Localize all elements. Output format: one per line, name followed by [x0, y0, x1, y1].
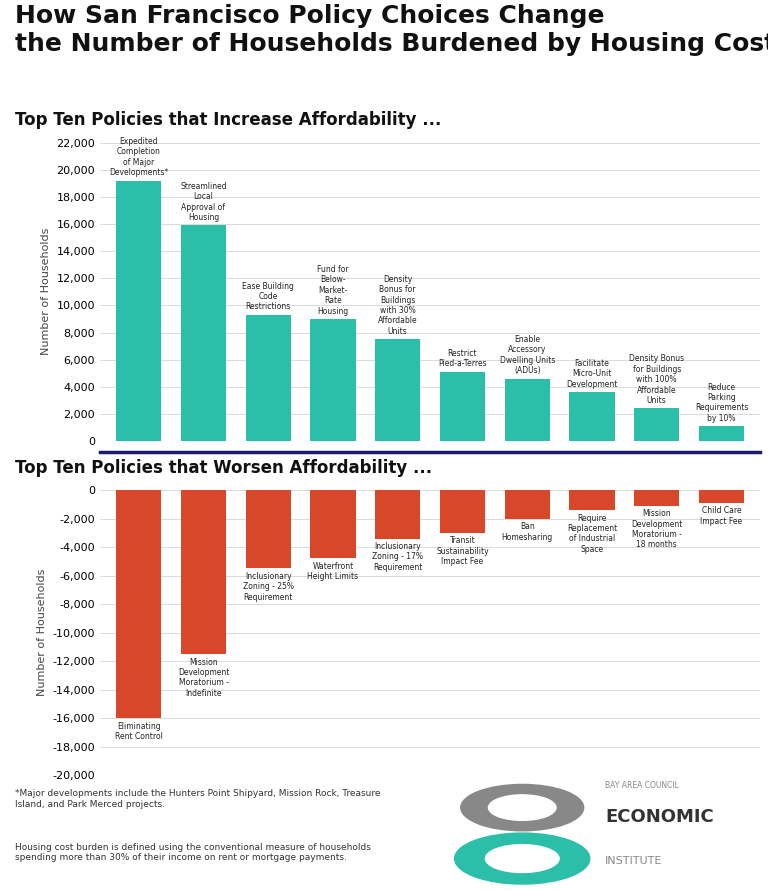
Text: How San Francisco Policy Choices Change
the Number of Households Burdened by Hou: How San Francisco Policy Choices Change … [15, 4, 768, 56]
Text: Facilitate
Micro-Unit
Development: Facilitate Micro-Unit Development [566, 359, 617, 388]
Bar [246, 490, 291, 568]
Bar [699, 490, 744, 503]
Text: Mission
Development
Moratorium -
Indefinite: Mission Development Moratorium - Indefin… [177, 658, 229, 698]
Text: Enable
Accessory
Dwelling Units
(ADUs): Enable Accessory Dwelling Units (ADUs) [499, 335, 555, 375]
Text: Child Care
Impact Fee: Child Care Impact Fee [700, 506, 743, 526]
Text: *Major developments include the Hunters Point Shipyard, Mission Rock, Treasure
I: *Major developments include the Hunters … [15, 789, 381, 809]
Circle shape [485, 845, 559, 872]
Text: Housing cost burden is defined using the conventional measure of households
spen: Housing cost burden is defined using the… [15, 843, 371, 862]
Bar [440, 372, 485, 441]
Bar [180, 490, 226, 654]
Circle shape [488, 795, 556, 821]
Circle shape [455, 833, 590, 884]
Text: Waterfront
Height Limits: Waterfront Height Limits [307, 562, 359, 582]
Bar [634, 408, 680, 441]
Bar [569, 392, 614, 441]
Text: Reduce
Parking
Requirements
by 10%: Reduce Parking Requirements by 10% [695, 382, 748, 422]
Text: Expedited
Completion
of Major
Developments*: Expedited Completion of Major Developmen… [109, 137, 168, 177]
Bar [310, 319, 356, 441]
Circle shape [461, 784, 584, 830]
Text: Ban
Homesharing: Ban Homesharing [502, 522, 553, 542]
Text: Fund for
Below-
Market-
Rate
Housing: Fund for Below- Market- Rate Housing [317, 265, 349, 315]
Text: Density Bonus
for Buildings
with 100%
Affordable
Units: Density Bonus for Buildings with 100% Af… [629, 355, 684, 405]
Text: Eliminating
Rent Control: Eliminating Rent Control [114, 722, 163, 741]
Bar [569, 490, 614, 510]
Text: ECONOMIC: ECONOMIC [605, 807, 714, 826]
Y-axis label: Number of Households: Number of Households [41, 228, 51, 356]
Text: Inclusionary
Zoning - 17%
Requirement: Inclusionary Zoning - 17% Requirement [372, 542, 423, 572]
Bar [246, 315, 291, 441]
Bar [310, 490, 356, 559]
Bar [505, 490, 550, 519]
Bar [699, 426, 744, 441]
Text: Inclusionary
Zoning - 25%
Requirement: Inclusionary Zoning - 25% Requirement [243, 572, 293, 601]
Bar [634, 490, 680, 506]
Text: Top Ten Policies that Increase Affordability ...: Top Ten Policies that Increase Affordabi… [15, 111, 442, 129]
Bar [505, 379, 550, 441]
Text: Density
Bonus for
Buildings
with 30%
Affordable
Units: Density Bonus for Buildings with 30% Aff… [378, 275, 418, 336]
Text: Restrict
Pied-a-Terres: Restrict Pied-a-Terres [438, 349, 487, 369]
Bar [116, 181, 161, 441]
Text: Transit
Sustainability
Impact Fee: Transit Sustainability Impact Fee [436, 536, 488, 566]
Text: Streamlined
Local
Approval of
Housing: Streamlined Local Approval of Housing [180, 182, 227, 222]
Bar [180, 225, 226, 441]
Bar [116, 490, 161, 718]
Text: INSTITUTE: INSTITUTE [605, 856, 663, 866]
Text: Top Ten Policies that Worsen Affordability ...: Top Ten Policies that Worsen Affordabili… [15, 459, 432, 477]
Y-axis label: Number of Households: Number of Households [37, 569, 47, 696]
Bar [375, 339, 420, 441]
Text: Ease Building
Code
Restrictions: Ease Building Code Restrictions [242, 282, 294, 312]
Bar [375, 490, 420, 538]
Text: BAY AREA COUNCIL: BAY AREA COUNCIL [605, 781, 679, 790]
Text: Require
Replacement
of Industrial
Space: Require Replacement of Industrial Space [567, 513, 617, 554]
Text: Mission
Development
Moratorium -
18 months: Mission Development Moratorium - 18 mont… [631, 510, 683, 550]
Bar [440, 490, 485, 533]
